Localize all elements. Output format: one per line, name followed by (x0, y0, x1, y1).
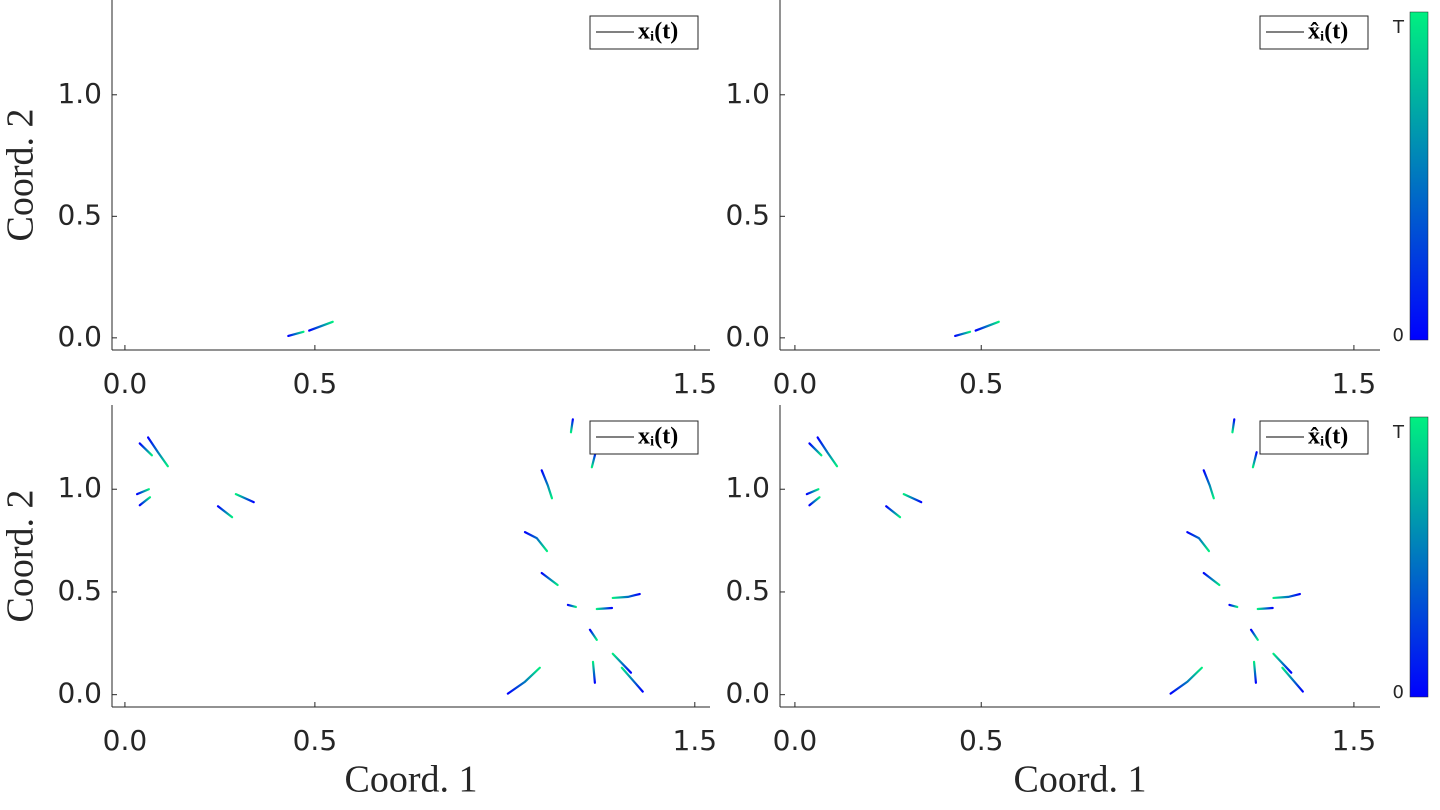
trajectory (805, 488, 820, 496)
trajectory (138, 496, 152, 507)
x-tick-label: 0.5 (293, 367, 338, 400)
trajectory (885, 505, 902, 519)
y-tick-label: 0.5 (725, 574, 770, 607)
trajectory (540, 469, 554, 500)
y-tick-label: 0.5 (57, 574, 102, 607)
trajectory (234, 493, 255, 504)
legend-label: x̂ᵢ(t) (1308, 19, 1348, 45)
x-tick-label: 0.0 (103, 367, 148, 400)
trajectory (1202, 469, 1215, 500)
y-axis-label: Coord. 2 (0, 109, 42, 242)
colorbar (1409, 416, 1429, 698)
x-tick-label: 1.5 (1332, 367, 1377, 400)
y-axis-label: Coord. 2 (0, 490, 42, 623)
y-tick-label: 1.0 (57, 77, 102, 110)
trajectory (808, 496, 821, 507)
trajectory (146, 436, 169, 468)
y-tick-label: 1.0 (725, 77, 770, 110)
trajectory (1256, 606, 1274, 611)
x-tick-label: 0.0 (103, 724, 148, 757)
colorbar-label: T (1392, 422, 1405, 443)
trajectory (1272, 592, 1301, 600)
trajectory (1281, 666, 1304, 693)
y-tick-label: 1.0 (57, 471, 102, 504)
legend-label: x̂ᵢ(t) (1308, 424, 1348, 450)
trajectory (1249, 628, 1259, 641)
colorbar-label: 0 (1393, 682, 1404, 703)
trajectory (1228, 603, 1239, 609)
trajectory (138, 442, 153, 457)
trajectory (1231, 418, 1236, 434)
x-tick-label: 0.0 (773, 367, 818, 400)
x-tick-label: 0.5 (959, 724, 1004, 757)
trajectory (1186, 531, 1211, 553)
x-tick-label: 1.5 (1332, 724, 1377, 757)
trajectory (1272, 652, 1293, 674)
y-tick-label: 0.0 (57, 677, 102, 710)
y-tick-label: 0.0 (725, 677, 770, 710)
trajectory (590, 451, 597, 469)
y-tick-label: 1.0 (725, 471, 770, 504)
trajectory (808, 442, 823, 457)
y-tick-label: 0.0 (57, 320, 102, 353)
trajectory (611, 652, 633, 674)
x-axis-label: Coord. 1 (345, 759, 478, 801)
trajectory (620, 666, 644, 693)
trajectory (591, 660, 596, 684)
trajectory (308, 320, 334, 332)
y-tick-label: 0.0 (725, 320, 770, 353)
trajectory (1169, 666, 1203, 695)
x-axis-label: Coord. 1 (1014, 759, 1147, 801)
x-tick-label: 0.5 (959, 367, 1004, 400)
trajectory (588, 628, 598, 641)
trajectory (902, 493, 923, 504)
trajectory (816, 436, 839, 468)
trajectory (523, 531, 549, 553)
trajectory (974, 320, 1000, 332)
trajectory (569, 418, 574, 434)
trajectory (216, 505, 234, 519)
legend-label: xᵢ(t) (638, 19, 678, 45)
x-tick-label: 1.5 (673, 724, 718, 757)
y-tick-label: 0.5 (725, 198, 770, 231)
trajectory (954, 330, 972, 338)
trajectory (611, 592, 641, 600)
trajectory (540, 571, 559, 587)
y-tick-label: 0.5 (57, 198, 102, 231)
colorbar-label: 0 (1393, 325, 1404, 346)
x-tick-label: 0.0 (773, 724, 818, 757)
trajectory (1251, 451, 1258, 469)
x-tick-label: 1.5 (673, 367, 718, 400)
trajectory (1202, 571, 1221, 587)
trajectory (566, 603, 577, 609)
x-tick-label: 0.5 (293, 724, 338, 757)
legend-box (589, 420, 699, 455)
colorbar-label: T (1392, 17, 1405, 38)
trajectory (1252, 660, 1257, 684)
trajectory (506, 666, 541, 695)
trajectory (595, 606, 614, 611)
trajectory (135, 488, 150, 496)
trajectory (287, 330, 305, 338)
colorbar (1409, 11, 1429, 341)
legend-label: xᵢ(t) (638, 424, 678, 450)
